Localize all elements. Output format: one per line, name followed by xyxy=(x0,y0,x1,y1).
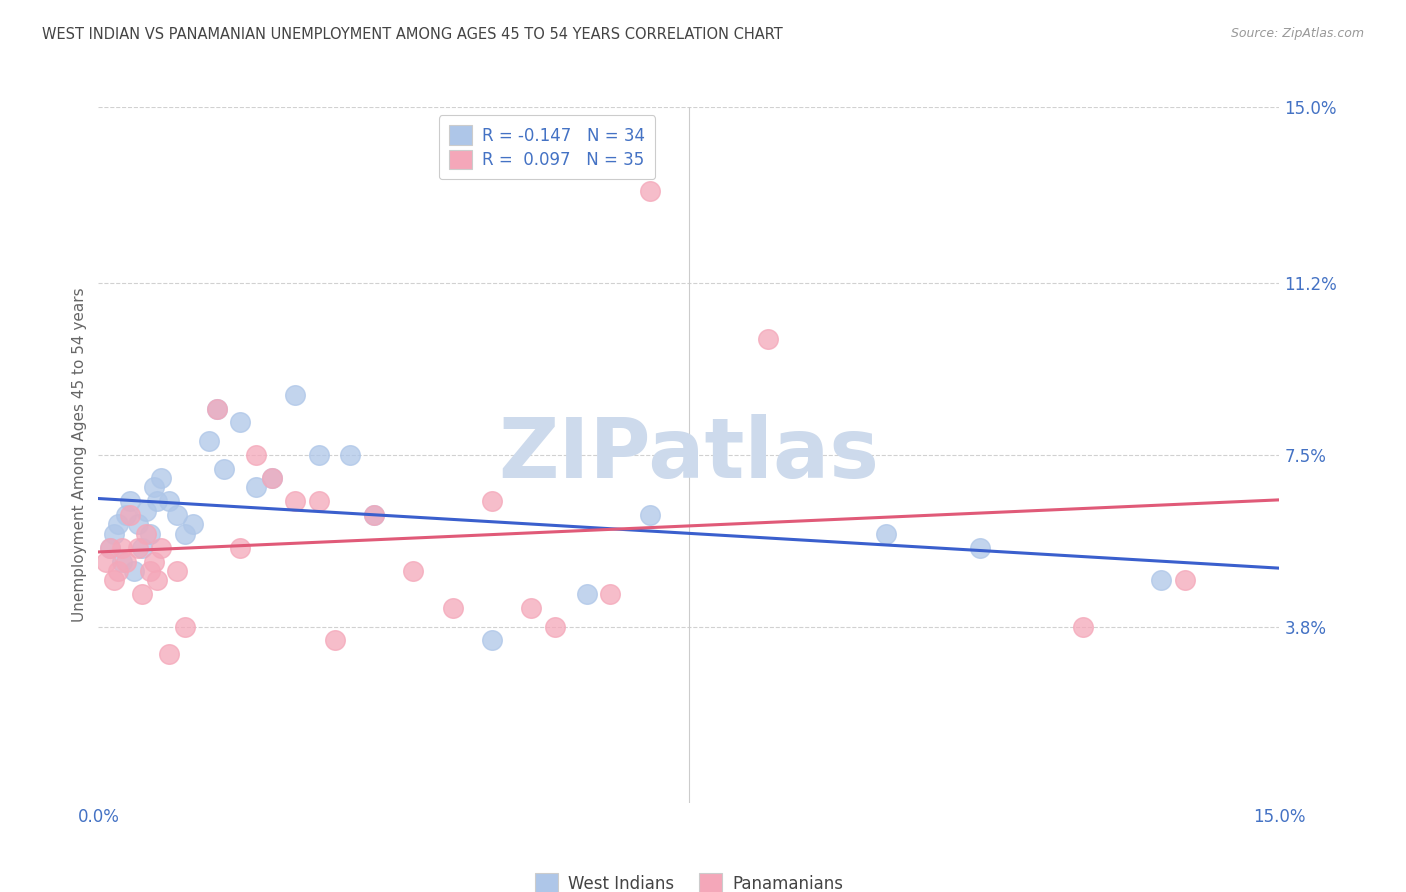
Point xyxy=(969,541,991,555)
Point xyxy=(1150,573,1173,587)
Point xyxy=(115,508,138,523)
Point xyxy=(127,541,149,555)
Point xyxy=(214,462,236,476)
Point xyxy=(150,541,173,555)
Point xyxy=(520,601,543,615)
Point xyxy=(205,401,228,416)
Point xyxy=(150,471,173,485)
Point xyxy=(166,564,188,578)
Point xyxy=(118,508,141,523)
Point xyxy=(181,517,204,532)
Point xyxy=(174,526,197,541)
Text: Source: ZipAtlas.com: Source: ZipAtlas.com xyxy=(1230,27,1364,40)
Point xyxy=(308,448,330,462)
Point xyxy=(875,526,897,541)
Point xyxy=(575,587,598,601)
Point xyxy=(197,434,219,448)
Point xyxy=(142,480,165,494)
Point xyxy=(402,564,425,578)
Point xyxy=(1071,619,1094,633)
Point xyxy=(131,587,153,601)
Point xyxy=(142,555,165,569)
Point xyxy=(638,508,661,523)
Point xyxy=(138,564,160,578)
Point xyxy=(245,480,267,494)
Point xyxy=(111,541,134,555)
Point xyxy=(599,587,621,601)
Point xyxy=(205,401,228,416)
Point xyxy=(103,526,125,541)
Point xyxy=(284,387,307,401)
Point xyxy=(157,494,180,508)
Point xyxy=(135,526,157,541)
Point xyxy=(131,541,153,555)
Text: WEST INDIAN VS PANAMANIAN UNEMPLOYMENT AMONG AGES 45 TO 54 YEARS CORRELATION CHA: WEST INDIAN VS PANAMANIAN UNEMPLOYMENT A… xyxy=(42,27,783,42)
Point xyxy=(96,555,118,569)
Point xyxy=(107,517,129,532)
Point xyxy=(229,541,252,555)
Point xyxy=(284,494,307,508)
Y-axis label: Unemployment Among Ages 45 to 54 years: Unemployment Among Ages 45 to 54 years xyxy=(72,287,87,623)
Point xyxy=(127,517,149,532)
Point xyxy=(308,494,330,508)
Text: ZIPatlas: ZIPatlas xyxy=(499,415,879,495)
Point xyxy=(339,448,361,462)
Point xyxy=(138,526,160,541)
Point xyxy=(481,494,503,508)
Point xyxy=(245,448,267,462)
Point xyxy=(118,494,141,508)
Point xyxy=(146,494,169,508)
Point xyxy=(260,471,283,485)
Point xyxy=(157,648,180,662)
Legend: West Indians, Panamanians: West Indians, Panamanians xyxy=(527,867,851,892)
Point xyxy=(103,573,125,587)
Point xyxy=(260,471,283,485)
Point xyxy=(174,619,197,633)
Point xyxy=(111,555,134,569)
Point xyxy=(323,633,346,648)
Point xyxy=(441,601,464,615)
Point xyxy=(107,564,129,578)
Point xyxy=(363,508,385,523)
Point xyxy=(363,508,385,523)
Point xyxy=(756,332,779,346)
Point xyxy=(481,633,503,648)
Point xyxy=(544,619,567,633)
Point xyxy=(135,503,157,517)
Point xyxy=(115,555,138,569)
Point xyxy=(229,416,252,430)
Point xyxy=(98,541,121,555)
Point xyxy=(98,541,121,555)
Point xyxy=(122,564,145,578)
Point xyxy=(166,508,188,523)
Point xyxy=(638,184,661,198)
Point xyxy=(1174,573,1197,587)
Point xyxy=(146,573,169,587)
